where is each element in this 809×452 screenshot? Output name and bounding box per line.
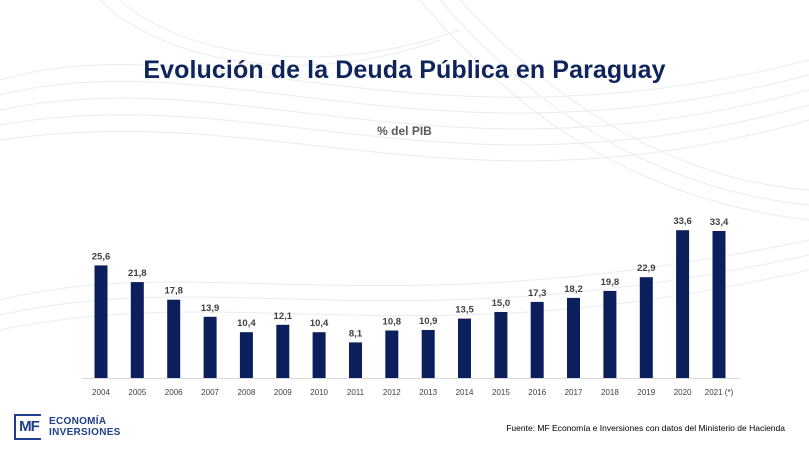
x-tick-label: 2017	[565, 388, 583, 397]
bar-2010	[312, 332, 326, 378]
value-label: 17,8	[164, 286, 183, 297]
x-tick-label: 2013	[419, 388, 437, 397]
bar-2018	[603, 290, 617, 378]
value-label: 8,1	[349, 328, 363, 339]
x-tick-label: 2020	[674, 388, 692, 397]
x-tick-label: 2019	[637, 388, 655, 397]
bar-2019	[639, 277, 653, 378]
logo-text: ECONOMÍA INVERSIONES	[49, 416, 121, 438]
value-label: 25,6	[92, 251, 111, 262]
value-label: 33,4	[710, 217, 729, 228]
x-tick-label: 2004	[92, 388, 110, 397]
x-tick-label: 2008	[238, 388, 256, 397]
value-label: 10,8	[383, 317, 402, 328]
bar-2004	[94, 265, 108, 378]
x-tick-label: 2016	[528, 388, 546, 397]
bar-2007	[203, 316, 217, 378]
chart-title: Evolución de la Deuda Pública en Paragua…	[143, 56, 666, 84]
bar-2017	[567, 297, 580, 378]
logo-mark: MF	[14, 414, 47, 440]
bar-2021	[712, 231, 726, 378]
bar-2012	[385, 330, 399, 378]
logo-line-1: ECONOMÍA	[49, 416, 107, 427]
source-note: Fuente: MF Economía e Inversiones con da…	[506, 423, 785, 433]
value-label: 10,9	[419, 316, 438, 327]
x-tick-label: 2014	[456, 388, 474, 397]
bar-2016	[530, 301, 544, 378]
bar-2015	[494, 312, 508, 378]
bar-2008	[239, 332, 253, 378]
logo-mark-text: MF	[19, 418, 40, 435]
bar-2009	[276, 324, 290, 378]
chart-subtitle: % del PIB	[377, 124, 432, 138]
bar-2006	[167, 299, 181, 378]
bar-2013	[421, 330, 435, 378]
x-tick-label: 2005	[128, 388, 146, 397]
bar-2020	[676, 230, 690, 378]
x-tick-label: 2015	[492, 388, 510, 397]
value-label: 10,4	[237, 318, 256, 329]
value-label: 19,8	[601, 277, 620, 288]
value-label: 12,1	[274, 311, 293, 322]
value-label: 15,0	[492, 298, 511, 309]
x-tick-label: 2010	[310, 388, 328, 397]
x-tick-label: 2011	[347, 388, 365, 397]
bar-2005	[130, 282, 144, 378]
value-label: 13,5	[455, 305, 474, 316]
x-tick-label: 2018	[601, 388, 619, 397]
company-logo: MF ECONOMÍA INVERSIONES	[14, 412, 121, 442]
x-tick-label: 2012	[383, 388, 401, 397]
value-label: 13,9	[201, 303, 220, 314]
value-label: 22,9	[637, 263, 656, 274]
x-tick-label: 2006	[165, 388, 183, 397]
bar-2011	[349, 342, 362, 378]
value-label: 17,3	[528, 288, 547, 299]
value-label: 10,4	[310, 318, 329, 329]
x-tick-label: 2007	[201, 388, 219, 397]
bar-2014	[458, 318, 471, 378]
x-tick-label: 2009	[274, 388, 292, 397]
value-label: 33,6	[673, 216, 692, 227]
value-label: 21,8	[128, 268, 147, 279]
x-tick-label: 2021 (*)	[705, 388, 734, 397]
logo-line-2: INVERSIONES	[49, 427, 121, 438]
value-label: 18,2	[564, 284, 583, 295]
